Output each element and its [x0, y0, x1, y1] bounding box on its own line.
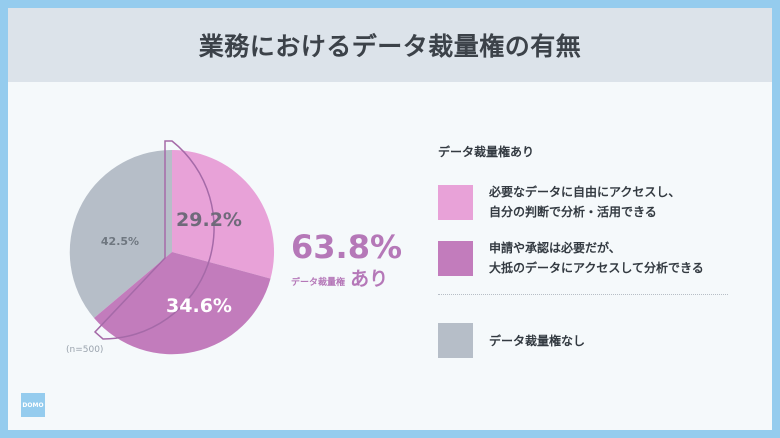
legend-swatch-free-access [438, 184, 473, 220]
legend-divider [438, 294, 728, 295]
legend-label: 申請や承認は必要だが、 [489, 241, 621, 255]
group-total-callout: 63.8% データ裁量権 あり [291, 230, 402, 291]
legend-heading: データ裁量権あり [438, 145, 535, 159]
sample-size-note: (n=500) [66, 345, 104, 355]
legend-item: 申請や承認は必要だが、 大抵のデータにアクセスして分析できる [438, 238, 728, 278]
group-total-label: データ裁量権 あり [291, 268, 389, 290]
legend-swatch-approval-access [438, 240, 473, 276]
legend-label: 大抵のデータにアクセスして分析できる [489, 261, 704, 275]
legend-label: 自分の判断で分析・活用できる [489, 205, 657, 219]
slice-label-no-authority: 42.5% [101, 235, 139, 248]
header-bar: 業務におけるデータ裁量権の有無 [8, 8, 772, 82]
slice-label-free-access: 29.2% [176, 209, 242, 231]
legend-label: 必要なデータに自由にアクセスし、 [489, 185, 681, 199]
legend: データ裁量権あり 必要なデータに自由にアクセスし、 自分の判断で分析・活用できる… [438, 143, 728, 374]
pie-slice-approval-access [94, 252, 271, 355]
group-outline [93, 140, 215, 340]
slide: 業務におけるデータ裁量権の有無 29.2% 34.6% 42.5% 63.8% … [8, 8, 772, 430]
pie-slice-free-access [172, 150, 275, 279]
slice-label-approval-access: 34.6% [166, 295, 232, 317]
legend-item: 必要なデータに自由にアクセスし、 自分の判断で分析・活用できる [438, 182, 728, 222]
legend-label: データ裁量権なし [489, 333, 586, 348]
legend-item: データ裁量権なし [438, 323, 728, 358]
legend-swatch-no-authority [438, 323, 473, 358]
domo-logo: DOMO [21, 393, 45, 417]
group-total-value: 63.8% [291, 228, 403, 266]
pie-slice-no-authority [69, 149, 172, 318]
page-title: 業務におけるデータ裁量権の有無 [198, 32, 582, 61]
pie-chart: 29.2% 34.6% 42.5% [69, 140, 275, 355]
